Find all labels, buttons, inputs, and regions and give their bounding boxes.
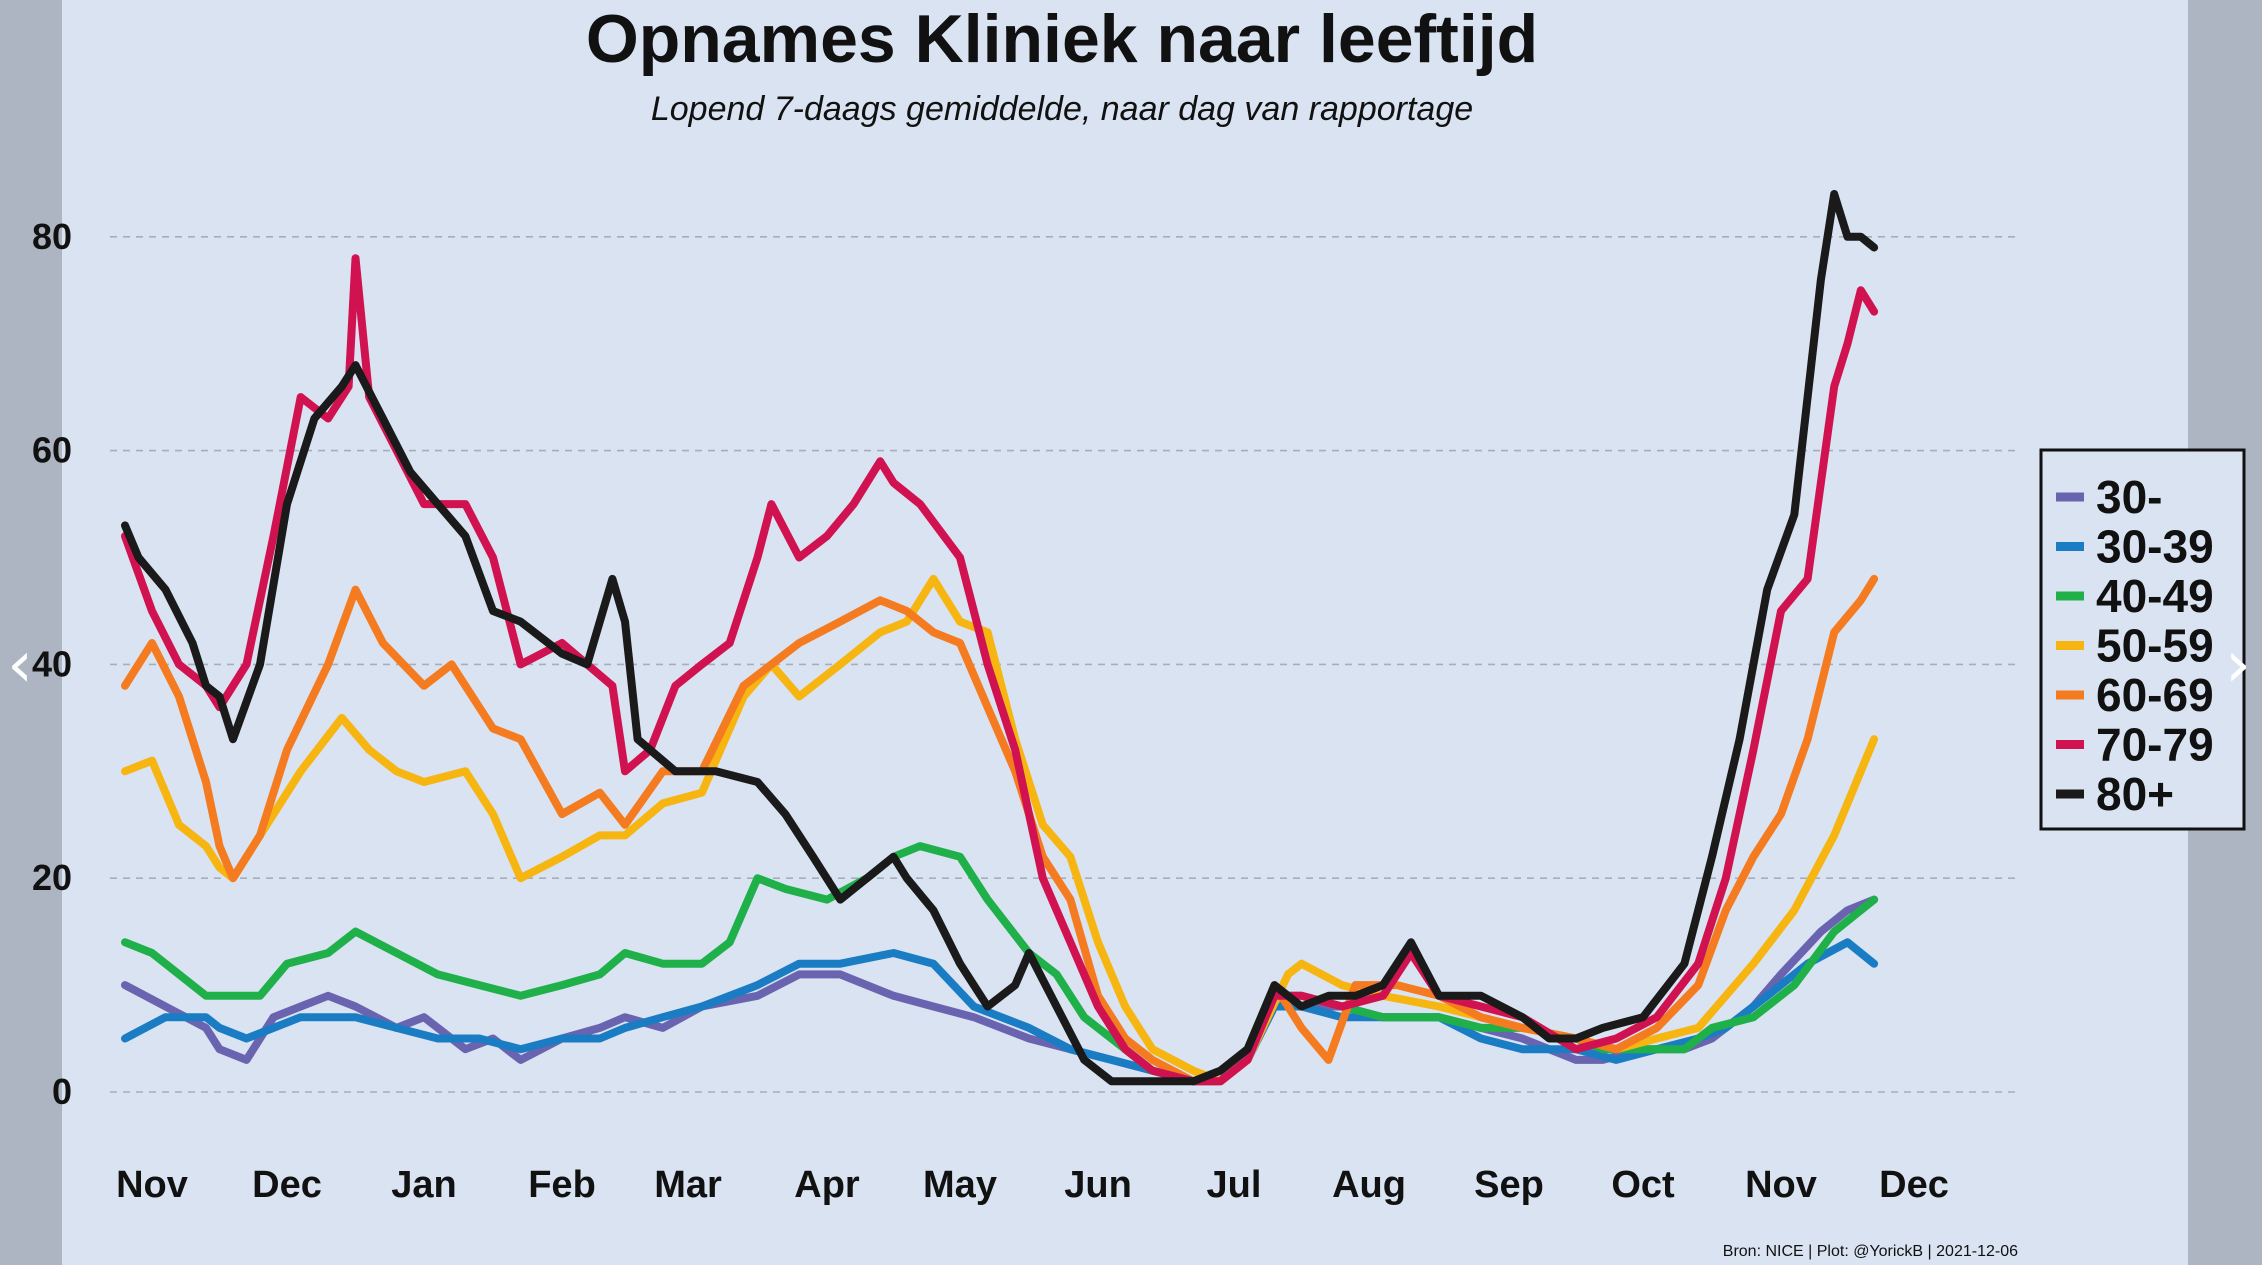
x-tick-label: Oct [1611,1164,1675,1206]
series-line-70-79 [121,254,1879,1086]
series-line-30- [121,895,1879,1086]
legend-label: 80+ [2096,768,2174,820]
chart-subtitle: Lopend 7-daags gemiddelde, naar dag van … [651,90,1473,128]
x-tick-label: Apr [794,1164,860,1206]
x-tick-label: Feb [528,1164,596,1206]
x-tick-label: Jul [1207,1164,1262,1206]
x-tick-label: Nov [116,1164,188,1206]
legend-label: 40-49 [2096,570,2214,622]
x-tick-label: Nov [1745,1164,1817,1206]
legend-label: 70-79 [2096,719,2214,771]
x-tick-label: Dec [252,1164,322,1206]
chevron-right-icon[interactable]: › [2225,628,2251,702]
x-tick-label: Dec [1879,1164,1949,1206]
grid [110,236,2015,1093]
left-margin [0,0,62,1265]
x-axis-ticks: Nov Dec Jan Feb Mar Apr May Jun Jul Aug Sep Oct Nov D… [116,1164,1949,1206]
y-tick-label: 60 [32,430,72,471]
legend-label: 50-59 [2096,620,2214,672]
x-tick-label: May [923,1164,997,1206]
source-caption: Bron: NICE | Plot: @YorickB | 2021-12-06 [1723,1243,2018,1260]
legend-label: 30- [2096,471,2162,523]
series-line-30-39 [121,938,1879,1086]
chevron-left-icon[interactable]: ‹ [7,628,33,702]
y-tick-label: 0 [52,1071,72,1112]
chart-title: Opnames Kliniek naar leeftijd [586,1,1538,77]
legend-box [2039,448,2246,831]
y-tick-label: 80 [32,216,72,257]
x-tick-label: Aug [1332,1164,1406,1206]
x-tick-label: Mar [654,1164,722,1206]
x-tick-label: Sep [1474,1164,1544,1206]
y-tick-label: 40 [32,643,72,684]
series-line-80+ [121,190,1879,1086]
y-tick-label: 20 [32,857,72,898]
legend-label: 30-39 [2096,521,2214,573]
y-axis-ticks: 0 20 40 60 80 [32,216,72,1112]
x-tick-label: Jun [1064,1164,1132,1206]
legend-label: 60-69 [2096,669,2214,721]
x-tick-label: Jan [391,1164,456,1206]
series-line-50-59 [121,574,1879,1086]
series-line-60-69 [121,574,1879,1086]
series-lines [121,190,1879,1086]
